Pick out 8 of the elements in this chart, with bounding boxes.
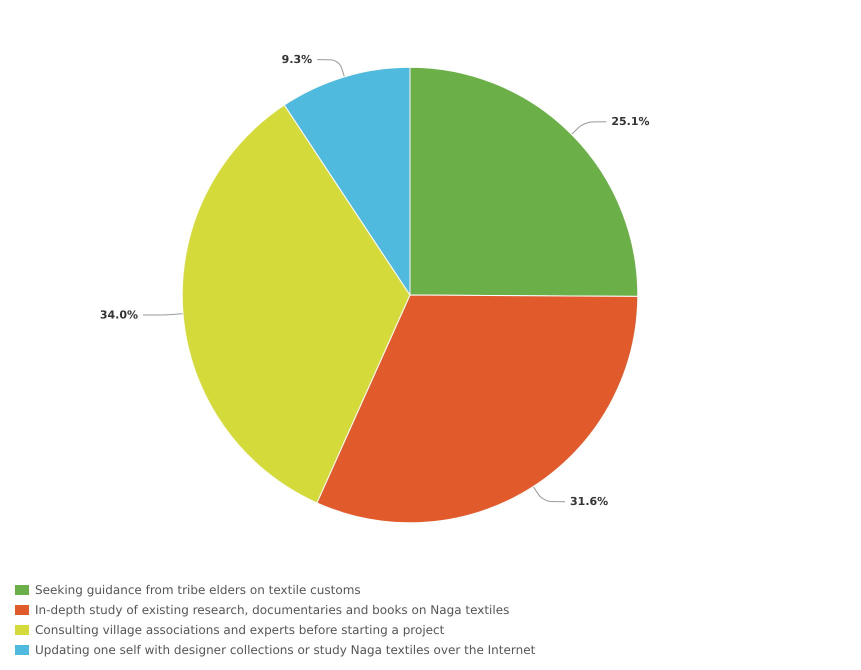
legend-label: Seeking guidance from tribe elders on textile customs [35,583,361,597]
legend-label: In-depth study of existing research, documentaries and books on Naga textiles [35,603,510,617]
legend-label: Consulting village associations and experts before starting a project [35,623,445,637]
legend-label: Updating one self with designer collections or study Naga textiles over the Internet [35,643,536,657]
data-label: 31.6% [570,495,608,508]
data-label: 25.1% [611,115,650,128]
data-label: 9.3% [282,53,312,66]
data-label: 34.0% [100,308,138,322]
